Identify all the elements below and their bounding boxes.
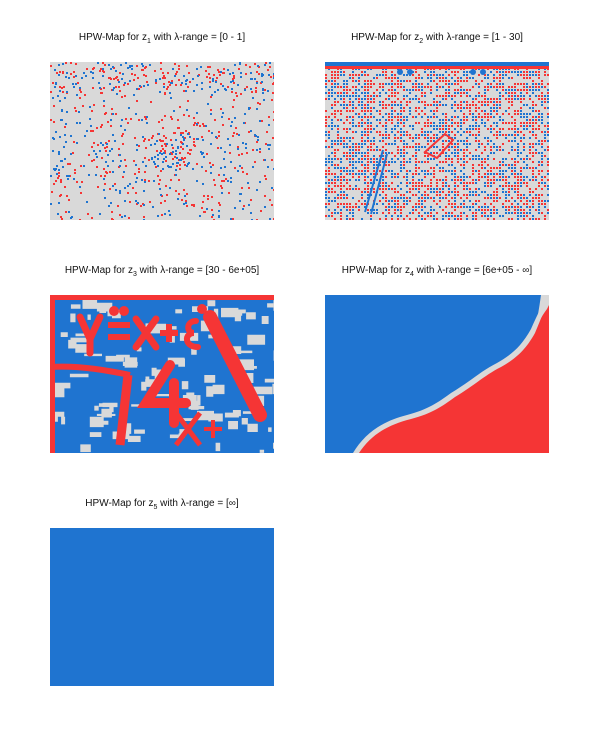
hpw-map-z1: [50, 62, 274, 220]
panel-title: HPW-Map for z5 with λ-range = [∞]: [30, 498, 294, 511]
glyph-dot: [197, 304, 207, 314]
glyph-dot: [119, 306, 129, 316]
dot-trace: [397, 69, 403, 75]
blue-region: [50, 528, 274, 686]
hpw-map-z5: [50, 528, 274, 686]
panel-title: HPW-Map for z2 with λ-range = [1 - 30]: [305, 32, 569, 45]
dot-trace: [470, 69, 476, 75]
panel-title: HPW-Map for z3 with λ-range = [30 - 6e+0…: [30, 265, 294, 278]
top-edge-band-red: [325, 66, 549, 69]
top-edge-band: [325, 62, 549, 66]
dot-trace: [480, 69, 486, 75]
hpw-map-z2: [325, 62, 549, 220]
hpw-map-z4: [325, 295, 549, 453]
panel-title: HPW-Map for z4 with λ-range = [6e+05 - ∞…: [305, 265, 569, 278]
panel-title: HPW-Map for z1 with λ-range = [0 - 1]: [30, 32, 294, 45]
left-red-band: [50, 295, 55, 453]
dot-trace: [407, 69, 413, 75]
hpw-map-z3: [50, 295, 274, 453]
top-red-band: [50, 295, 274, 300]
glyph-dot: [109, 306, 119, 316]
